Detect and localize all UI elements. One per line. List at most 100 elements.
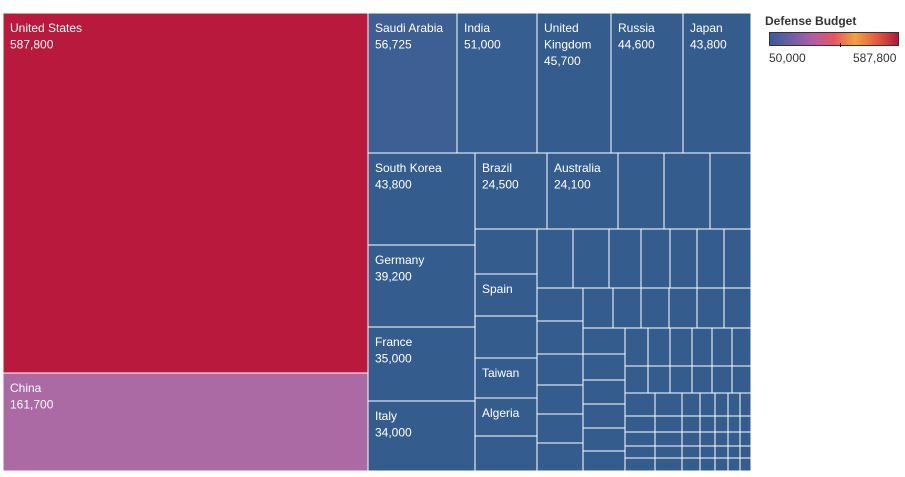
- cell-unlabeled-45[interactable]: [654, 392, 683, 417]
- cell-unlabeled-4[interactable]: [474, 228, 538, 275]
- cell-unlabeled-41[interactable]: [691, 365, 713, 394]
- cell-unlabeled-37[interactable]: [731, 327, 752, 367]
- cell-unlabeled-23[interactable]: [668, 287, 698, 329]
- cell-russia[interactable]: [610, 12, 684, 154]
- cell-unlabeled-14[interactable]: [536, 287, 584, 322]
- cell-unlabeled-42[interactable]: [711, 365, 733, 394]
- cell-unlabeled-43[interactable]: [731, 365, 752, 394]
- cell-unlabeled-78[interactable]: [739, 457, 752, 472]
- cell-unlabeled-68[interactable]: [699, 445, 716, 459]
- cell-unlabeled-34[interactable]: [669, 327, 693, 367]
- label-russia: Russia 44,600: [618, 21, 655, 52]
- cell-united-states[interactable]: [2, 12, 369, 374]
- cell-unlabeled-48[interactable]: [714, 392, 729, 417]
- treemap: United States 587,800 China 161,700 Saudi Ar…: [2, 12, 752, 472]
- cell-unlabeled-71[interactable]: [739, 445, 752, 459]
- cell-unlabeled-17[interactable]: [536, 384, 584, 415]
- cell-unlabeled-47[interactable]: [699, 392, 716, 417]
- cell-unlabeled-8[interactable]: [572, 228, 610, 289]
- cell-unlabeled-77[interactable]: [727, 457, 741, 472]
- cell-unlabeled-58[interactable]: [624, 431, 656, 447]
- color-legend: Defense Budget 50,000 587,800: [765, 14, 905, 65]
- cell-unlabeled-32[interactable]: [624, 327, 649, 367]
- cell-unlabeled-53[interactable]: [681, 415, 701, 433]
- cell-unlabeled-59[interactable]: [654, 431, 683, 447]
- cell-india[interactable]: [456, 12, 538, 154]
- cell-unlabeled-69[interactable]: [714, 445, 729, 459]
- cell-unlabeled-39[interactable]: [647, 365, 671, 394]
- cell-unlabeled-6[interactable]: [474, 435, 538, 472]
- cell-unlabeled-61[interactable]: [699, 431, 716, 447]
- legend-tick: [840, 43, 841, 47]
- cell-unlabeled-74[interactable]: [681, 457, 701, 472]
- cell-unlabeled-57[interactable]: [739, 415, 752, 433]
- cell-japan[interactable]: [682, 12, 752, 154]
- legend-min-label: 50,000: [769, 51, 806, 65]
- cell-unlabeled-3[interactable]: [709, 152, 752, 230]
- cell-unlabeled-18[interactable]: [536, 413, 584, 444]
- cell-unlabeled-40[interactable]: [669, 365, 693, 394]
- cell-algeria[interactable]: [474, 397, 538, 437]
- cell-unlabeled-55[interactable]: [714, 415, 729, 433]
- cell-unlabeled-76[interactable]: [714, 457, 729, 472]
- cell-unlabeled-62[interactable]: [714, 431, 729, 447]
- cell-france[interactable]: [367, 326, 476, 402]
- cell-unlabeled-65[interactable]: [624, 445, 656, 459]
- label-saudi-arabia: Saudi Arabia 56,725: [375, 21, 443, 52]
- cell-unlabeled-56[interactable]: [727, 415, 741, 433]
- cell-unlabeled-67[interactable]: [681, 445, 701, 459]
- cell-unlabeled-38[interactable]: [624, 365, 649, 394]
- cell-unlabeled-2[interactable]: [663, 152, 711, 230]
- cell-unlabeled-9[interactable]: [608, 228, 642, 289]
- cell-unlabeled-22[interactable]: [640, 287, 670, 329]
- cell-unlabeled-75[interactable]: [699, 457, 716, 472]
- cell-unlabeled-35[interactable]: [691, 327, 713, 367]
- cell-unlabeled-60[interactable]: [681, 431, 701, 447]
- cell-unlabeled-28[interactable]: [582, 379, 626, 405]
- cell-unlabeled-73[interactable]: [654, 457, 683, 472]
- cell-unlabeled-30[interactable]: [582, 427, 626, 452]
- cell-unlabeled-51[interactable]: [624, 415, 656, 433]
- cell-unlabeled-21[interactable]: [612, 287, 642, 329]
- cell-unlabeled-19[interactable]: [536, 442, 584, 472]
- cell-spain[interactable]: [474, 273, 538, 317]
- cell-unlabeled-63[interactable]: [727, 431, 741, 447]
- cell-unlabeled-70[interactable]: [727, 445, 741, 459]
- cell-unlabeled-16[interactable]: [536, 353, 584, 386]
- cell-italy[interactable]: [367, 400, 476, 472]
- cell-unlabeled-27[interactable]: [582, 353, 626, 381]
- cell-unlabeled-72[interactable]: [624, 457, 656, 472]
- cell-unlabeled-11[interactable]: [669, 228, 698, 289]
- label-taiwan: Taiwan: [482, 366, 519, 380]
- cell-unlabeled-1[interactable]: [617, 152, 665, 230]
- legend-title: Defense Budget: [765, 14, 857, 28]
- cell-unlabeled-29[interactable]: [582, 403, 626, 429]
- cell-unlabeled-33[interactable]: [647, 327, 671, 367]
- cell-unlabeled-24[interactable]: [696, 287, 725, 329]
- cell-china[interactable]: [2, 372, 369, 472]
- cell-unlabeled-7[interactable]: [536, 228, 574, 289]
- cell-unlabeled-15[interactable]: [536, 320, 584, 355]
- cell-brazil[interactable]: [474, 152, 548, 230]
- cell-unlabeled-31[interactable]: [582, 450, 626, 472]
- cell-unlabeled-54[interactable]: [699, 415, 716, 433]
- cell-unlabeled-66[interactable]: [654, 445, 683, 459]
- cell-unlabeled-26[interactable]: [582, 327, 626, 355]
- cell-united-kingdom[interactable]: [536, 12, 612, 154]
- cell-unlabeled-13[interactable]: [723, 228, 752, 289]
- cell-unlabeled-49[interactable]: [727, 392, 741, 417]
- cell-unlabeled-5[interactable]: [474, 315, 538, 359]
- cell-unlabeled-36[interactable]: [711, 327, 733, 367]
- cell-unlabeled-20[interactable]: [582, 287, 614, 329]
- cell-unlabeled-44[interactable]: [624, 392, 656, 417]
- cell-south-korea[interactable]: [367, 152, 476, 246]
- label-australia: Australia 24,100: [554, 161, 601, 192]
- cell-unlabeled-25[interactable]: [723, 287, 752, 329]
- cell-unlabeled-50[interactable]: [739, 392, 752, 417]
- cell-saudi-arabia[interactable]: [367, 12, 458, 154]
- cell-unlabeled-64[interactable]: [739, 431, 752, 447]
- cell-unlabeled-10[interactable]: [640, 228, 671, 289]
- cell-unlabeled-52[interactable]: [654, 415, 683, 433]
- cell-unlabeled-46[interactable]: [681, 392, 701, 417]
- cell-unlabeled-12[interactable]: [696, 228, 725, 289]
